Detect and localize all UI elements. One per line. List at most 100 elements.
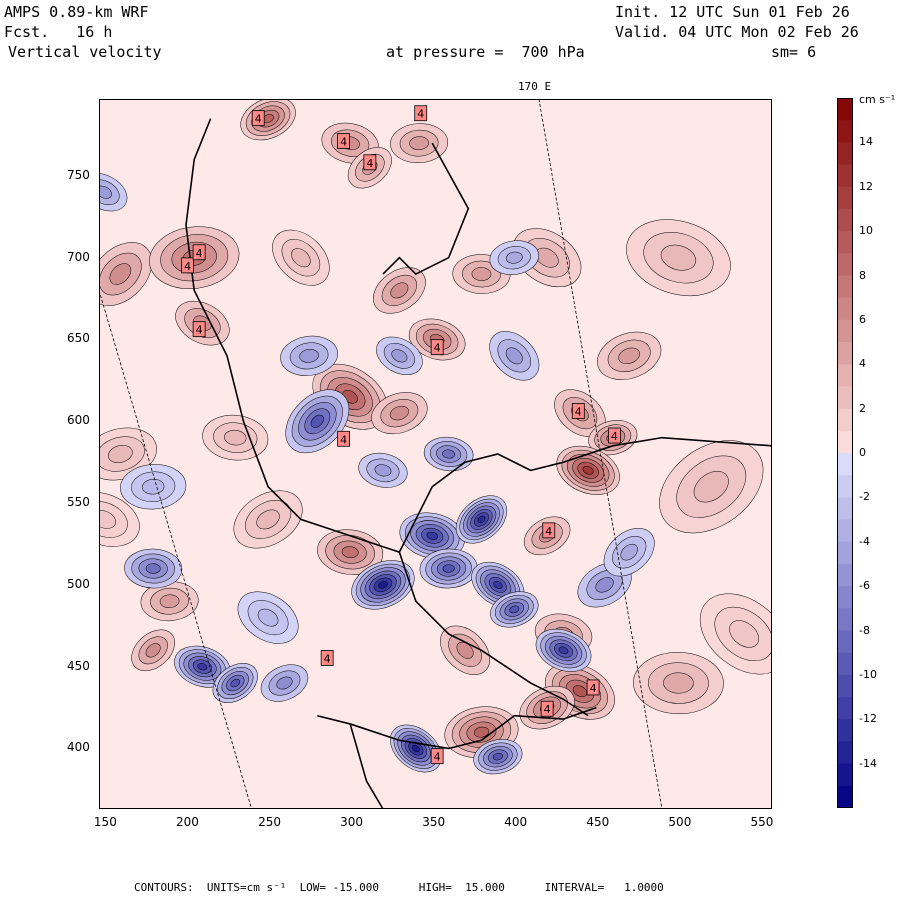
svg-text:4: 4	[590, 682, 597, 695]
colorbar-swatch	[837, 98, 853, 121]
max-label: 4	[192, 321, 206, 338]
downward-motion-contour	[197, 662, 208, 671]
upward-motion-contour	[663, 672, 694, 694]
max-label: 4	[430, 748, 444, 765]
x-tick-label: 500	[668, 815, 692, 829]
downward-motion-contour	[426, 531, 438, 540]
valid-time: Valid. 04 UTC Mon 02 Feb 26	[615, 23, 859, 41]
colorbar-swatch	[837, 630, 853, 654]
upward-motion-contour	[582, 466, 594, 475]
upward-motion-contour	[473, 726, 490, 738]
downward-motion-contour	[374, 464, 392, 477]
y-tick-label: 750	[67, 167, 90, 182]
max-label: 4	[608, 427, 621, 444]
svg-text:4: 4	[196, 247, 203, 260]
upward-motion-contour	[572, 685, 588, 698]
svg-text:4: 4	[545, 525, 552, 538]
coastline	[185, 118, 245, 422]
upward-motion-contour	[729, 620, 759, 648]
colorbar-tick-label: -10	[859, 667, 877, 681]
upward-motion-contour	[660, 244, 697, 271]
x-tick-label: 200	[175, 815, 199, 829]
colorbar-tick-label: -8	[859, 623, 870, 637]
svg-text:4: 4	[324, 652, 331, 665]
colorbar-swatch	[837, 208, 853, 232]
max-label: 4	[320, 650, 334, 666]
forecast-hour: Fcst. 16 h	[4, 23, 113, 41]
colorbar-swatch	[837, 275, 853, 299]
upward-motion-contour	[618, 347, 641, 365]
colorbar-swatch	[837, 697, 853, 720]
svg-text:4: 4	[434, 342, 441, 355]
colorbar-swatch	[837, 430, 853, 454]
colorbar-tick-label: -2	[859, 490, 870, 504]
coastline	[382, 142, 470, 276]
y-tick-label: 400	[67, 740, 90, 755]
colorbar-swatch	[837, 142, 853, 166]
x-tick-label: 300	[340, 815, 364, 829]
max-label: 4	[414, 105, 428, 122]
upward-motion-contour	[456, 641, 474, 659]
svg-text:4: 4	[434, 751, 441, 764]
colorbar-tick-label: -6	[859, 579, 870, 593]
colorbar-tick-label: 14	[859, 135, 873, 149]
downward-motion-contour	[299, 349, 319, 363]
colorbar-swatch	[837, 253, 853, 276]
upward-motion-contour	[390, 282, 409, 299]
colorbar-swatch	[837, 164, 853, 188]
max-label: 4	[571, 403, 585, 419]
upward-motion-contour	[109, 263, 132, 285]
colorbar-tick-label: 2	[859, 401, 866, 415]
upward-motion-contour	[693, 471, 729, 503]
svg-text:4: 4	[196, 324, 203, 337]
coastline	[242, 420, 772, 554]
meridian-line	[99, 290, 253, 809]
colorbar-tick-label: -12	[859, 712, 877, 726]
downward-motion-contour	[310, 414, 324, 428]
colorbar-swatch	[837, 297, 853, 321]
colorbar-tick-label: -14	[859, 756, 877, 770]
downward-motion-contour	[595, 577, 614, 593]
colorbar-tick-label: 10	[859, 224, 873, 238]
upward-motion-contour	[256, 509, 280, 530]
max-label: 4	[251, 110, 265, 127]
y-tick-label: 500	[67, 576, 90, 591]
y-tick-label: 650	[67, 331, 90, 346]
downward-motion-contour	[477, 515, 486, 524]
colorbar-swatch	[837, 608, 853, 631]
svg-text:4: 4	[366, 157, 373, 170]
colorbar-tick-label: 6	[859, 312, 866, 326]
x-tick-label: 250	[258, 815, 281, 829]
downward-motion-contour	[391, 349, 408, 363]
downward-motion-contour	[509, 605, 520, 614]
max-label: 4	[363, 154, 377, 171]
x-tick-label: 400	[504, 815, 528, 829]
x-tick-label: 450	[586, 815, 610, 829]
downward-motion-contour	[257, 608, 279, 627]
downward-motion-contour	[442, 564, 455, 573]
upward-motion-contour	[341, 546, 359, 559]
colorbar-swatch	[837, 342, 853, 365]
downward-motion-contour	[492, 752, 503, 761]
svg-text:4: 4	[255, 113, 262, 126]
upward-motion-contour	[108, 445, 133, 463]
svg-text:4: 4	[544, 703, 551, 716]
x-tick-label: 550	[750, 815, 774, 829]
downward-motion-contour	[141, 479, 165, 495]
svg-text:4: 4	[184, 260, 191, 273]
colorbar-tick-label: 4	[859, 357, 866, 371]
colorbar-swatch	[837, 319, 853, 343]
smoothing: sm= 6	[771, 43, 817, 61]
downward-motion-contour	[505, 251, 523, 264]
colorbar-swatch	[837, 785, 853, 809]
downward-motion-contour	[230, 678, 240, 688]
downward-motion-contour	[411, 744, 420, 753]
svg-text:4: 4	[340, 433, 347, 446]
colorbar-swatch	[837, 453, 853, 476]
init-time: Init. 12 UTC Sun 01 Feb 26	[615, 3, 850, 21]
colorbar-units: cm s⁻¹	[859, 93, 896, 106]
colorbar-swatch	[837, 497, 853, 521]
colorbar-swatch	[837, 586, 853, 609]
colorbar-swatch	[837, 408, 853, 432]
